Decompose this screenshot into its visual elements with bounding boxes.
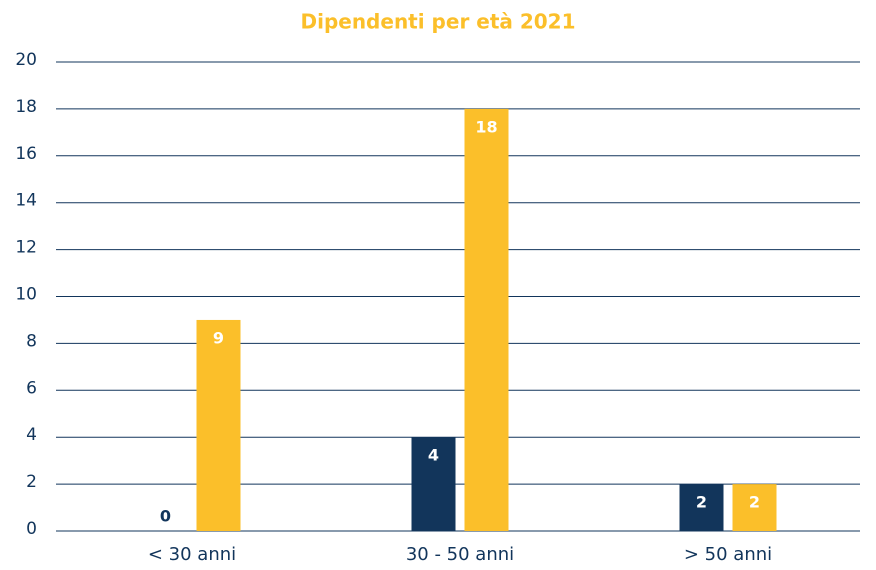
y-tick-label: 8 [26,331,37,351]
chart-title: Dipendenti per età 2021 [300,10,575,34]
bar [464,108,509,532]
x-tick-label: 30 - 50 anni [406,544,514,565]
y-tick-label: 18 [15,97,37,117]
data-label: 18 [475,117,497,136]
bar [732,484,777,531]
y-tick-label: 10 [15,285,37,305]
data-label: 4 [428,446,439,465]
data-label: 2 [749,493,760,512]
y-tick-label: 16 [15,144,37,164]
y-tick-label: 4 [26,425,37,445]
y-tick-label: 6 [26,378,37,398]
y-tick-label: 12 [15,238,37,258]
bar [411,437,456,531]
bar [679,484,724,531]
data-label: 9 [213,328,224,347]
y-tick-label: 0 [26,519,37,539]
y-tick-label: 2 [26,472,37,492]
y-tick-label: 14 [15,191,37,211]
x-tick-label: < 30 anni [148,544,236,565]
x-tick-label: > 50 anni [684,544,772,565]
data-label: 2 [696,493,707,512]
y-tick-label: 20 [15,50,37,70]
data-label: 0 [160,507,171,526]
bar [196,319,241,531]
